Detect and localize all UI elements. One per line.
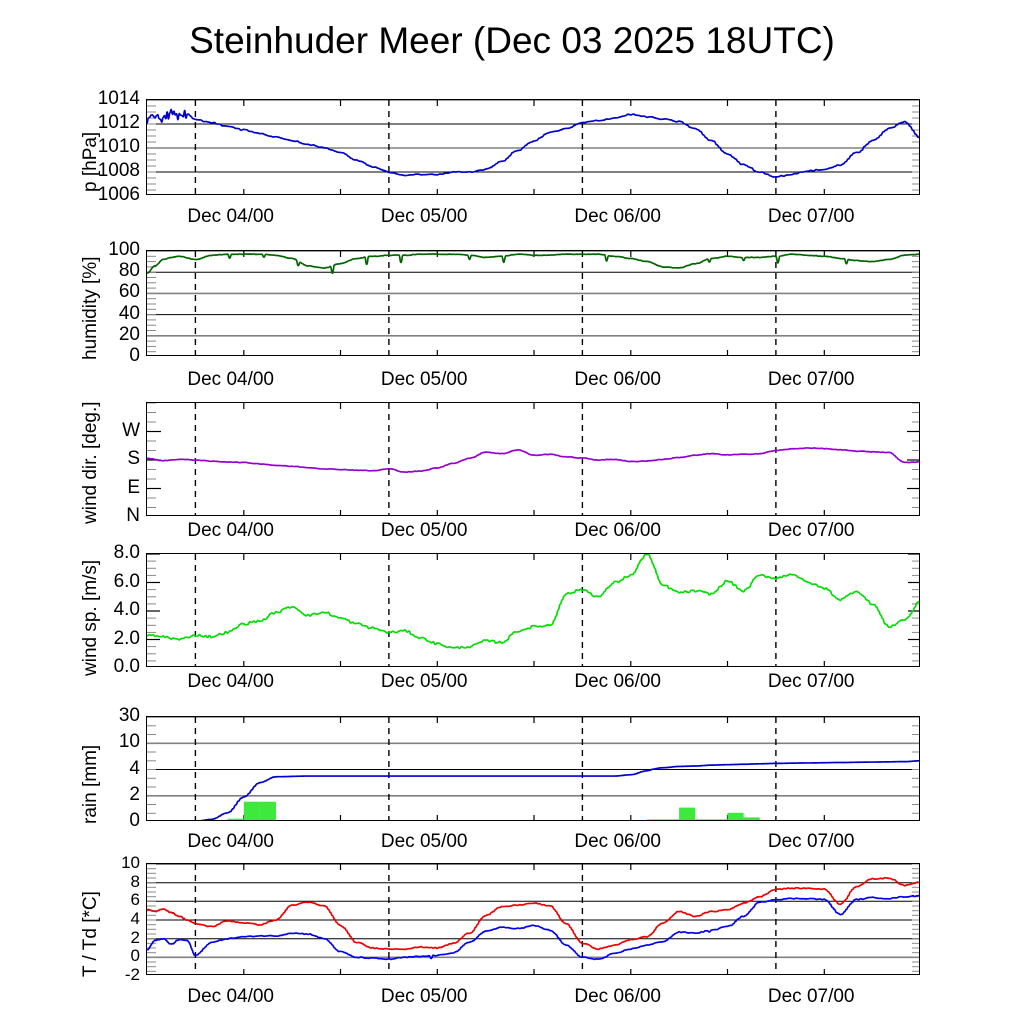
p-yticks-label: 1008 — [97, 160, 140, 181]
h-yticks-label: 40 — [118, 302, 140, 324]
rain-bar — [227, 818, 244, 820]
x-tick-label: Dec 07/00 — [767, 986, 855, 1007]
x-tick-label: Dec 06/00 — [574, 206, 661, 227]
t-yticks-label: 4 — [130, 909, 140, 928]
p-yticks-label: 1006 — [97, 184, 140, 205]
rain-bar — [679, 807, 696, 820]
rain-bar — [695, 819, 712, 820]
rain-bar — [243, 801, 260, 820]
rain-bar — [259, 801, 276, 820]
wind-direction-series — [147, 447, 919, 474]
ws-yticks-label: 8.0 — [113, 542, 140, 563]
ws-yticks-label: 0.0 — [113, 656, 140, 677]
r-yticks-label: 0 — [129, 810, 140, 831]
r-yticks-label: 30 — [118, 705, 140, 726]
r-yticks-label: 2 — [129, 783, 140, 805]
t-yticks-label: 8 — [130, 871, 140, 891]
x-tick-label: Dec 06/00 — [574, 520, 661, 541]
temperature-series — [147, 876, 919, 951]
ws-yticks-label: 2.0 — [113, 627, 140, 649]
x-tick-label: Dec 04/00 — [187, 671, 274, 692]
rain-cumulative-series — [200, 759, 919, 820]
r-yticks-label: 4 — [129, 757, 140, 779]
x-tick-label: Dec 05/00 — [380, 986, 468, 1007]
rain-bar — [743, 817, 760, 820]
rain-bar — [727, 812, 744, 820]
p-yticks-label: 1014 — [97, 88, 140, 109]
t-yticks-label: -2 — [124, 965, 140, 984]
x-tick-label: Dec 05/00 — [380, 831, 468, 852]
x-tick-label: Dec 06/00 — [574, 831, 661, 852]
x-tick-label: Dec 04/00 — [187, 831, 274, 852]
ws-yticks-label: 4.0 — [113, 599, 140, 620]
humidity-series — [147, 253, 919, 275]
x-tick-label: Dec 07/00 — [767, 831, 855, 852]
p-yticks-label: 1012 — [97, 112, 140, 133]
humidity-plot — [146, 250, 920, 356]
x-tick-label: Dec 04/00 — [187, 986, 274, 1007]
wd-yticks-label: S — [127, 448, 140, 469]
wd-yticks-label: N — [126, 505, 140, 526]
t-yticks-label: 10 — [121, 853, 140, 872]
rain-bar — [711, 819, 728, 820]
h-yticks-label: 100 — [108, 239, 140, 260]
x-tick-label: Dec 06/00 — [574, 369, 661, 390]
t-yticks-label: 0 — [130, 946, 140, 966]
wind-speed-plot — [146, 553, 920, 667]
rain-bar — [663, 819, 680, 820]
x-tick-label: Dec 05/00 — [380, 520, 468, 541]
rain-plot — [146, 716, 920, 821]
p-yticks-label: 1010 — [97, 136, 140, 157]
dewpoint-series — [147, 894, 919, 961]
x-tick-label: Dec 05/00 — [380, 671, 468, 692]
x-tick-label: Dec 06/00 — [574, 671, 661, 692]
wind-direction-plot — [146, 402, 920, 516]
t-yticks-label: 2 — [130, 927, 140, 947]
h-yticks-label: 20 — [118, 323, 140, 345]
rain-bar — [646, 819, 663, 820]
wd-yticks-label: W — [122, 419, 140, 441]
x-tick-label: Dec 04/00 — [187, 520, 274, 541]
h-yticks-label: 80 — [118, 260, 140, 282]
r-yticks-label: 10 — [118, 731, 140, 753]
ws-yticks-label: 6.0 — [113, 570, 140, 592]
pressure-series — [147, 108, 919, 178]
h-yticks-label: 60 — [118, 281, 140, 303]
wd-yticks-label: E — [127, 476, 140, 498]
x-tick-label: Dec 05/00 — [380, 206, 468, 227]
x-tick-label: Dec 07/00 — [767, 671, 855, 692]
temperature-plot — [146, 863, 920, 975]
x-tick-label: Dec 07/00 — [767, 206, 855, 227]
wind-speed-series — [147, 554, 919, 650]
x-tick-label: Dec 07/00 — [767, 369, 855, 390]
x-tick-label: Dec 04/00 — [187, 206, 274, 227]
page-title: Steinhuder Meer (Dec 03 2025 18UTC) — [189, 20, 835, 61]
h-yticks-label: 0 — [129, 345, 140, 366]
x-tick-label: Dec 05/00 — [380, 369, 468, 390]
x-tick-label: Dec 07/00 — [767, 520, 855, 541]
t-yticks-label: 6 — [130, 890, 140, 910]
x-tick-label: Dec 04/00 — [187, 369, 274, 390]
pressure-plot — [146, 99, 920, 195]
x-tick-label: Dec 06/00 — [574, 986, 661, 1007]
